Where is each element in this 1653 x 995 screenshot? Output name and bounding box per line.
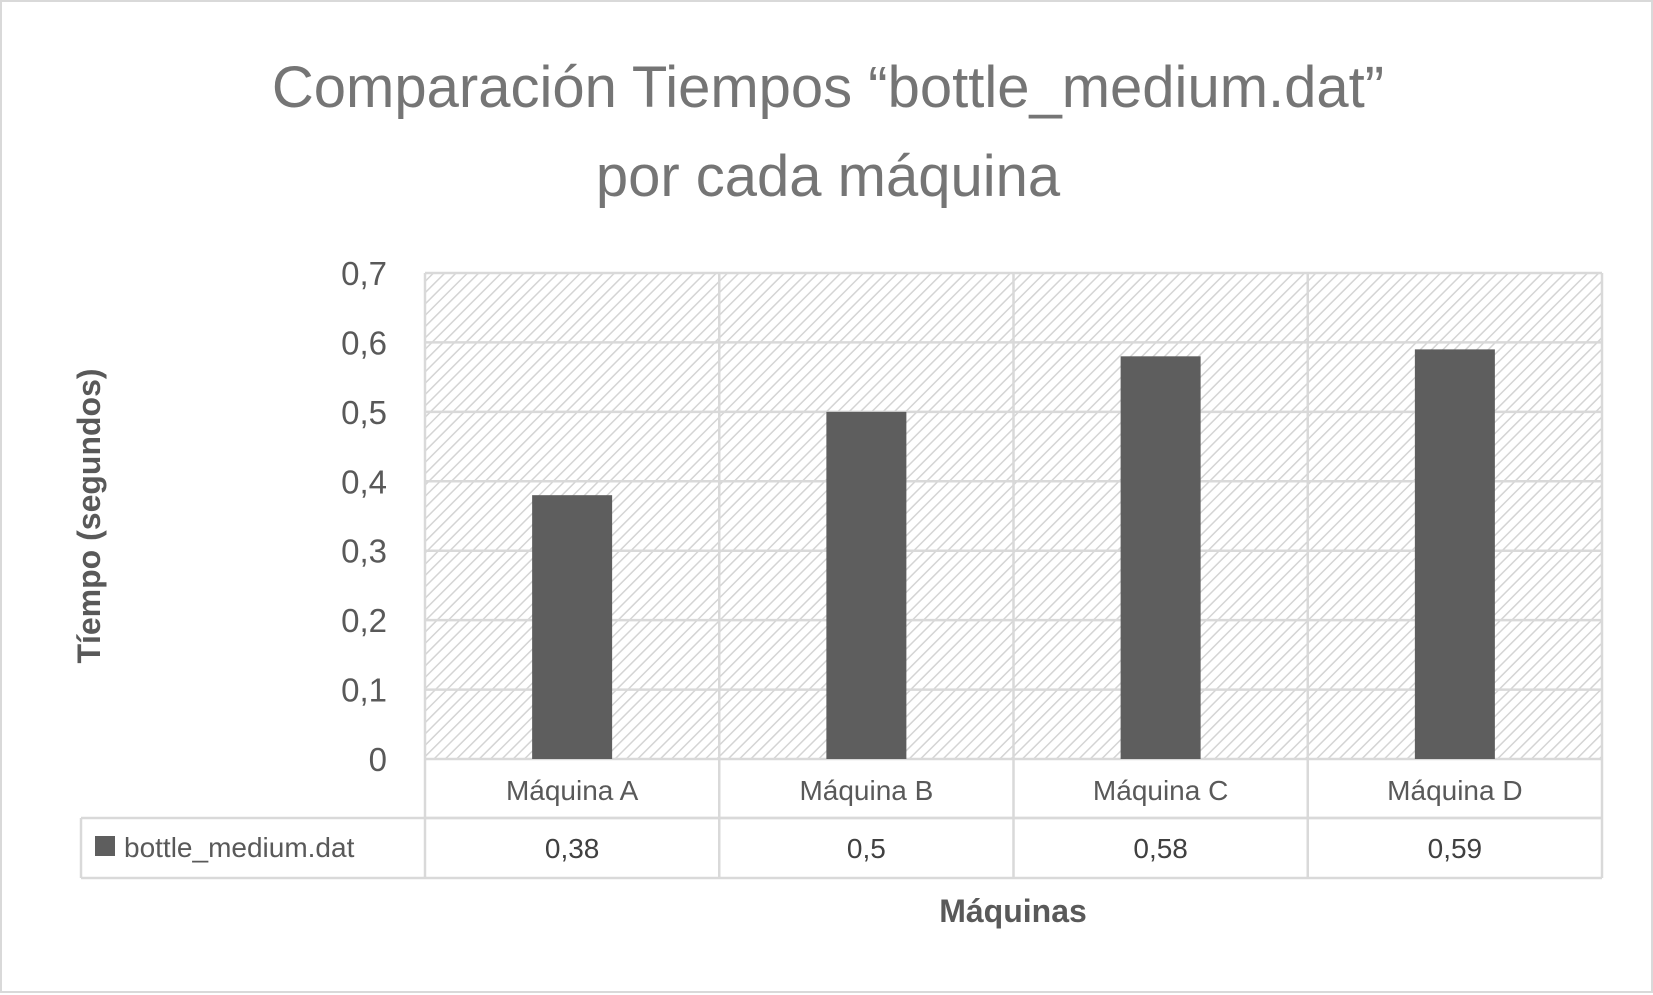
x-axis-title: Máquinas — [939, 893, 1087, 929]
gridlines — [423, 271, 1604, 878]
bars — [532, 349, 1495, 759]
y-axis-title: Tíempo (segundos) — [71, 368, 107, 663]
y-tick-label: 0,1 — [341, 672, 387, 709]
y-tick-label: 0,4 — [341, 463, 387, 500]
x-category-label: Máquina B — [799, 775, 933, 806]
y-tick-label: 0,7 — [341, 255, 387, 292]
data-table-value: 0,58 — [1133, 833, 1188, 864]
y-tick-label: 0,5 — [341, 394, 387, 431]
bar — [532, 495, 613, 759]
bar — [1120, 356, 1201, 759]
bar — [1414, 349, 1495, 759]
x-category-label: Máquina A — [506, 775, 639, 806]
chart-subtitle: por cada máquina — [596, 144, 1061, 209]
y-axis-ticks: 0 0,1 0,2 0,3 0,4 0,5 0,6 0,7 — [341, 255, 387, 778]
x-category-label: Máquina C — [1093, 775, 1228, 806]
data-table: Máquina A Máquina B Máquina C Máquina D bott… — [79, 775, 1602, 880]
y-tick-label: 0 — [369, 741, 387, 778]
y-tick-label: 0,3 — [341, 533, 387, 570]
x-category-label: Máquina D — [1387, 775, 1522, 806]
legend-key — [95, 836, 115, 856]
chart-title: Comparación Tiempos “bottle_medium.dat” — [272, 55, 1384, 120]
y-tick-label: 0,2 — [341, 602, 387, 639]
data-table-value: 0,5 — [847, 833, 886, 864]
data-table-value: 0,38 — [545, 833, 600, 864]
data-table-value: 0,59 — [1428, 833, 1483, 864]
bar — [826, 411, 907, 759]
y-tick-label: 0,6 — [341, 324, 387, 361]
legend-series-name: bottle_medium.dat — [124, 832, 355, 863]
